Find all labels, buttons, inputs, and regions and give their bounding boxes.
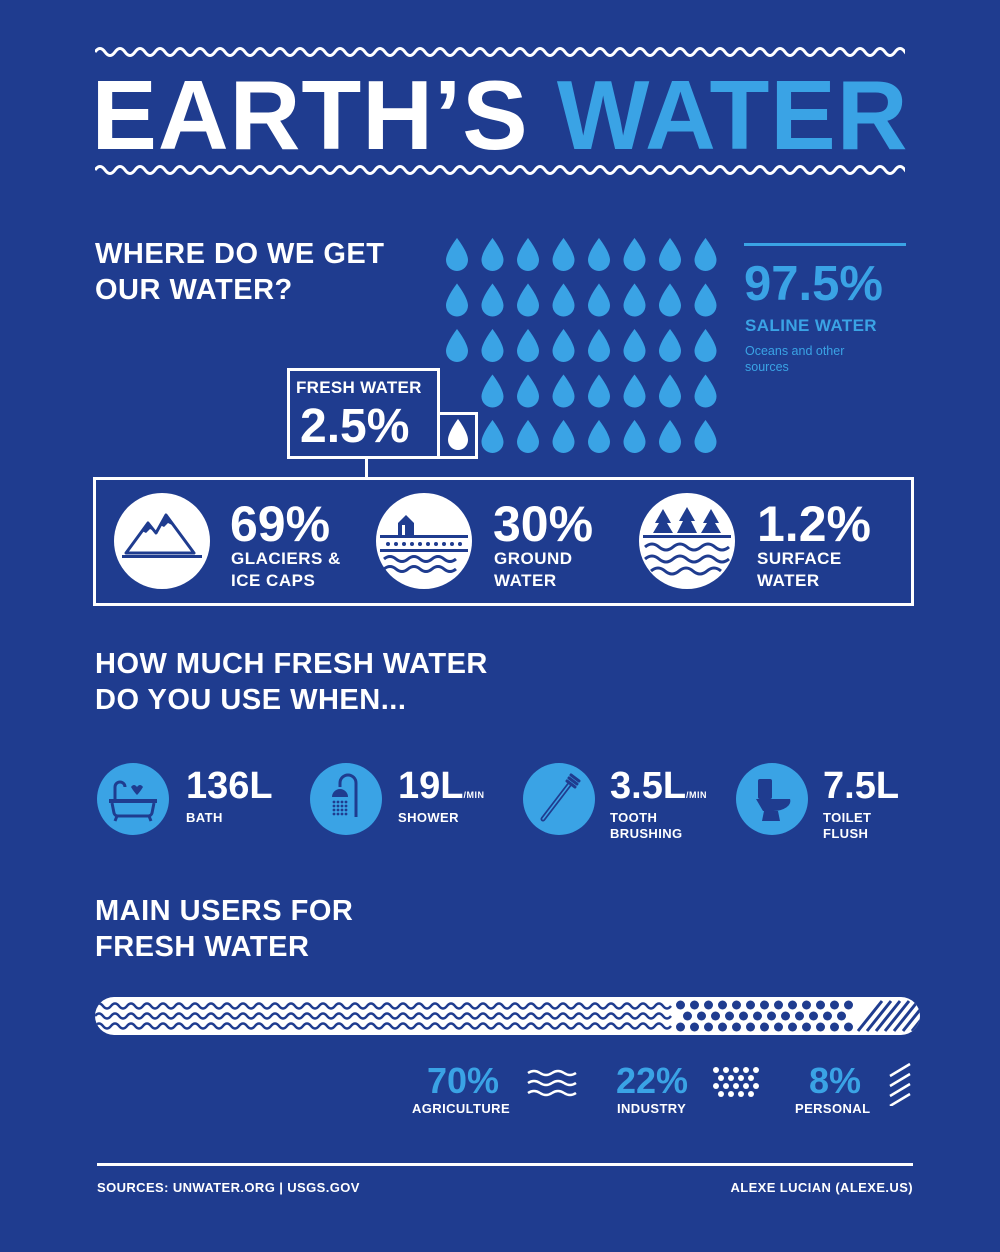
fresh-breakdown-box <box>93 477 914 606</box>
water-drop-icon <box>659 374 681 408</box>
bathtub-icon <box>97 763 169 835</box>
surface-water-label: SURFACE WATER <box>757 549 842 590</box>
water-drop-icon <box>446 283 468 317</box>
industry-value: 22% <box>616 1060 689 1101</box>
fresh-water-drop-icon <box>448 419 468 450</box>
personal-label: PERSONAL <box>795 1101 871 1116</box>
shower-unit: /MIN <box>463 790 485 800</box>
agriculture-value: 70% <box>427 1060 500 1101</box>
share-bar-segment-personal <box>856 1000 920 1032</box>
usage-heading: HOW MUCH FRESH WATER DO YOU USE WHEN... <box>95 648 488 716</box>
water-drop-icon <box>517 238 539 271</box>
water-drop-icon <box>588 374 610 408</box>
water-drop-icon <box>659 238 681 271</box>
personal-value: 8% <box>809 1060 862 1101</box>
shower-label: SHOWER <box>398 810 459 825</box>
mountain-icon <box>114 493 210 589</box>
fresh-drop-box <box>437 412 478 459</box>
water-drop-icon <box>694 374 717 408</box>
ground-water-value: 30% <box>493 496 594 552</box>
page-title: EARTH’S WATER <box>0 60 1000 170</box>
toilet-icon <box>736 763 808 835</box>
toilet-value: 7.5L <box>823 765 900 807</box>
title-part-water: WATER <box>556 60 909 170</box>
water-drop-icon <box>446 329 468 362</box>
bath-value: 136L <box>186 765 273 807</box>
water-drop-icon <box>481 374 504 408</box>
water-drop-icon <box>623 420 646 453</box>
industry-label: INDUSTRY <box>617 1101 687 1116</box>
water-drop-icon <box>659 329 681 362</box>
agriculture-label: AGRICULTURE <box>412 1101 511 1116</box>
share-bar-segment-agriculture <box>95 1002 672 1030</box>
diagonal-lines-icon <box>889 1062 911 1106</box>
forest-lake-icon <box>639 493 735 589</box>
water-drop-icon <box>659 283 681 317</box>
ground-water-icon <box>376 493 472 589</box>
where-heading: WHERE DO WE GET OUR WATER? <box>95 238 385 306</box>
water-drop-icon <box>588 329 610 362</box>
dots-icon <box>713 1067 759 1097</box>
water-drop-icon <box>588 420 610 453</box>
footer-rule <box>97 1163 913 1166</box>
tooth-label: TOOTH BRUSHING <box>610 810 683 841</box>
water-drop-icon <box>552 283 575 317</box>
surface-water-value: 1.2% <box>757 496 871 552</box>
water-drop-icon <box>481 329 504 362</box>
water-drop-icon <box>694 420 717 453</box>
shower-value: 19L/MIN <box>398 765 485 807</box>
water-drop-icon <box>623 329 646 362</box>
water-drop-icon <box>694 238 717 271</box>
glaciers-value: 69% <box>230 496 331 552</box>
water-drop-icon <box>588 283 610 317</box>
top-wave-divider <box>95 47 905 57</box>
water-drop-icon <box>481 238 504 271</box>
water-drop-icon <box>481 283 504 317</box>
waves-icon <box>527 1069 577 1097</box>
tooth-unit: /MIN <box>686 790 708 800</box>
water-drop-icon <box>446 238 468 271</box>
fresh-water-value: 2.5% <box>300 400 410 453</box>
tooth-value: 3.5L/MIN <box>610 765 708 807</box>
fresh-water-share-bar <box>95 997 920 1035</box>
fresh-water-label: FRESH WATER <box>296 378 422 397</box>
bath-label: BATH <box>186 810 223 825</box>
water-drop-icon <box>694 329 717 362</box>
water-drop-icon <box>552 420 575 453</box>
users-heading: MAIN USERS FOR FRESH WATER <box>95 895 354 963</box>
water-drop-icon <box>552 374 575 408</box>
toothbrush-icon <box>523 763 595 835</box>
toilet-label: TOILET FLUSH <box>823 810 872 841</box>
title-part-earths: EARTH’S <box>91 60 529 170</box>
glaciers-label: GLACIERS & ICE CAPS <box>231 549 341 590</box>
saline-label: SALINE WATER <box>745 316 877 335</box>
shower-icon <box>310 763 382 835</box>
water-drop-icon <box>623 283 646 317</box>
water-drop-icon <box>694 283 717 317</box>
ground-water-label: GROUND WATER <box>494 549 573 590</box>
water-drop-grid <box>446 238 717 453</box>
footer-author: ALEXE LUCIAN (ALEXE.US) <box>730 1180 913 1195</box>
water-drop-icon <box>517 374 539 408</box>
saline-description: Oceans and other sources <box>745 344 845 374</box>
water-drop-icon <box>623 374 646 408</box>
water-drop-icon <box>517 283 539 317</box>
water-drop-icon <box>588 238 610 271</box>
saline-value: 97.5% <box>744 257 883 311</box>
water-drop-icon <box>659 420 681 453</box>
bottom-wave-divider <box>95 165 905 175</box>
saline-rule <box>744 243 906 246</box>
water-drop-icon <box>552 238 575 271</box>
water-drop-icon <box>517 420 539 453</box>
water-drop-icon <box>517 329 539 362</box>
water-drop-icon <box>481 420 504 453</box>
water-drop-icon <box>552 329 575 362</box>
footer-sources: SOURCES: UNWATER.ORG | USGS.GOV <box>97 1180 360 1195</box>
fresh-connector <box>365 459 368 479</box>
water-drop-icon <box>623 238 646 271</box>
share-bar-segment-industry <box>676 1000 853 1032</box>
